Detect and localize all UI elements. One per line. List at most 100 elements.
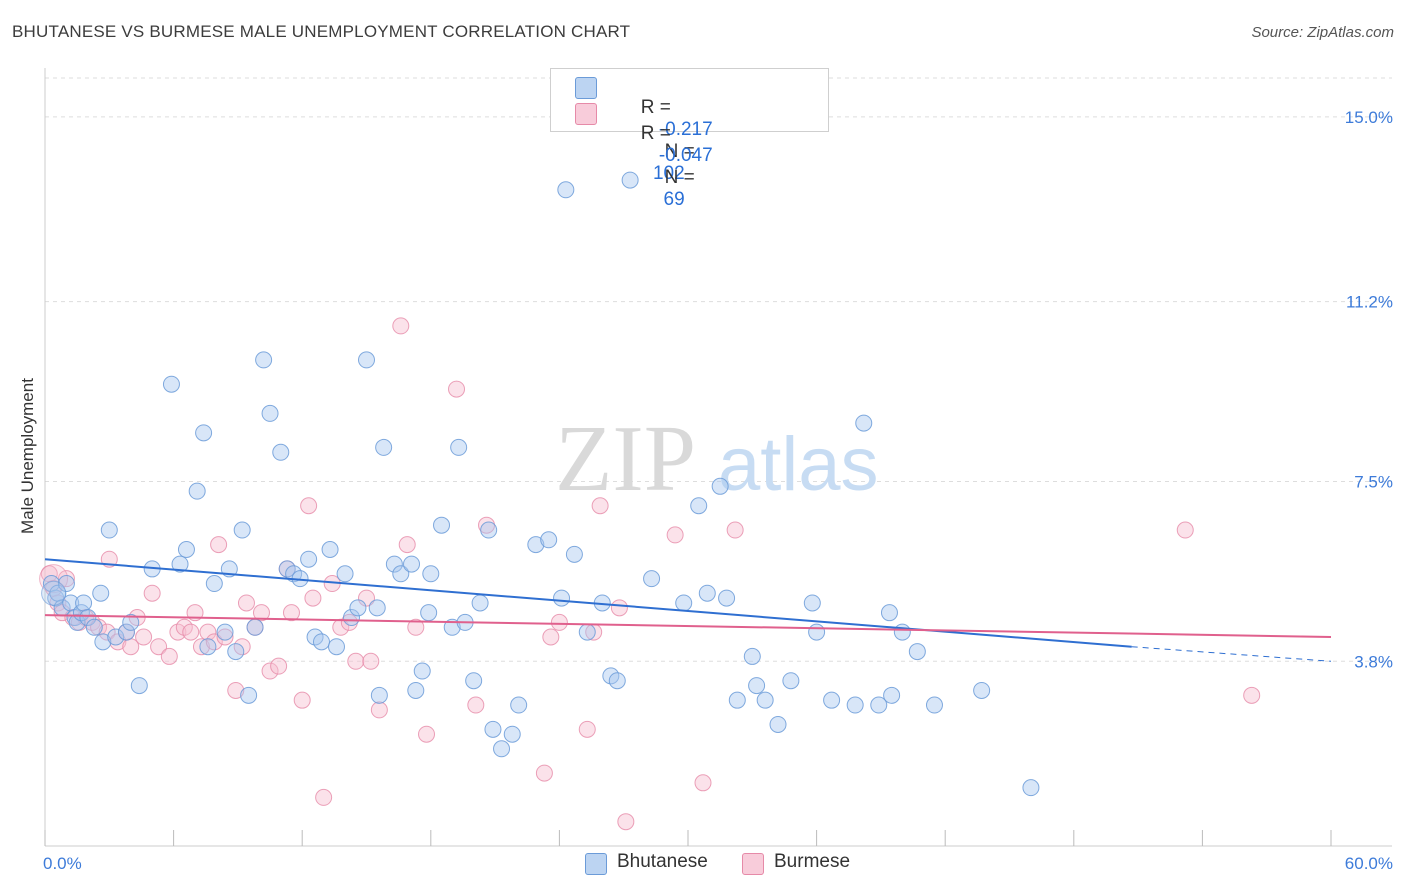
burmese-point bbox=[282, 604, 300, 622]
burmese-point bbox=[407, 618, 425, 636]
y-tick-label: 11.2% bbox=[1346, 293, 1393, 312]
burmese-point bbox=[143, 584, 161, 602]
legend-r-value: -0.047 bbox=[658, 145, 713, 166]
burmese-point bbox=[210, 536, 228, 554]
bhutanese-point bbox=[195, 424, 213, 442]
bhutanese-point bbox=[68, 613, 86, 631]
bhutanese-legend-swatch bbox=[585, 853, 607, 875]
burmese-point bbox=[150, 638, 168, 656]
burmese-point bbox=[535, 764, 553, 782]
x-tick-label: 0.0% bbox=[43, 854, 82, 873]
bhutanese-point bbox=[698, 584, 716, 602]
bhutanese-point bbox=[578, 623, 596, 641]
bhutanese-point bbox=[608, 672, 626, 690]
bhutanese-point bbox=[370, 686, 388, 704]
bhutanese-point bbox=[403, 555, 421, 573]
bhutanese-point bbox=[756, 691, 774, 709]
bhutanese-point bbox=[973, 681, 991, 699]
bhutanese-point bbox=[255, 351, 273, 369]
bhutanese-point bbox=[433, 516, 451, 534]
burmese-point bbox=[237, 594, 255, 612]
y-tick-label: 7.5% bbox=[1354, 472, 1393, 491]
burmese-swatch bbox=[575, 103, 597, 125]
bhutanese-trend-line bbox=[44, 558, 1132, 648]
bhutanese-point bbox=[527, 536, 545, 554]
bhutanese-point bbox=[643, 570, 661, 588]
bhutanese-point bbox=[621, 171, 639, 189]
bhutanese-point bbox=[342, 609, 360, 627]
bhutanese-point bbox=[375, 438, 393, 456]
burmese-point bbox=[160, 647, 178, 665]
burmese-point bbox=[1243, 686, 1261, 704]
burmese-point bbox=[550, 613, 568, 631]
burmese-point bbox=[448, 380, 466, 398]
axes bbox=[44, 68, 1392, 847]
legend-row-bhutanese: R = -0.217 N = 102 bbox=[575, 75, 713, 184]
burmese-point bbox=[252, 604, 270, 622]
burmese-point bbox=[666, 526, 684, 544]
legend-n-label: N = bbox=[664, 167, 695, 188]
burmese-point bbox=[578, 720, 596, 738]
bhutanese-point bbox=[782, 672, 800, 690]
bhutanese-point bbox=[94, 633, 112, 651]
burmese-point bbox=[270, 657, 288, 675]
bhutanese-point bbox=[1022, 779, 1040, 797]
burmese-point bbox=[57, 570, 75, 588]
bhutanese-point bbox=[300, 550, 318, 568]
bhutanese-point bbox=[769, 715, 787, 733]
burmese-point bbox=[216, 628, 234, 646]
bhutanese-cluster-point bbox=[41, 580, 67, 606]
bhutanese-point bbox=[420, 604, 438, 622]
burmese-point bbox=[467, 696, 485, 714]
bhutanese-point bbox=[233, 521, 251, 539]
burmese-point bbox=[1176, 521, 1194, 539]
burmese-point bbox=[227, 681, 245, 699]
burmese-point bbox=[617, 813, 635, 831]
bhutanese-point bbox=[690, 497, 708, 515]
bhutanese-point bbox=[925, 696, 943, 714]
burmese-point bbox=[199, 623, 217, 641]
bhutanese-point bbox=[57, 575, 75, 593]
burmese-point bbox=[726, 521, 744, 539]
legend-row-burmese: R = -0.047 N = 69 bbox=[575, 101, 713, 210]
bhutanese-point bbox=[336, 565, 354, 583]
bhutanese-point bbox=[100, 521, 118, 539]
bhutanese-point bbox=[675, 594, 693, 612]
burmese-point bbox=[53, 604, 71, 622]
bhutanese-point bbox=[823, 691, 841, 709]
bhutanese-point bbox=[855, 414, 873, 432]
bhutanese-point bbox=[85, 618, 103, 636]
burmese-point bbox=[418, 725, 436, 743]
bhutanese-point bbox=[480, 521, 498, 539]
bhutanese-point bbox=[312, 633, 330, 651]
burmese-point bbox=[182, 623, 200, 641]
bhutanese-point bbox=[321, 540, 339, 558]
bhutanese-point bbox=[261, 404, 279, 422]
bhutanese-point bbox=[188, 482, 206, 500]
bhutanese-point bbox=[846, 696, 864, 714]
bhutanese-point bbox=[893, 623, 911, 641]
bhutanese-point bbox=[349, 599, 367, 617]
bhutanese-point bbox=[92, 584, 110, 602]
burmese-point bbox=[610, 599, 628, 617]
legend-n-label: N = bbox=[664, 141, 695, 162]
bhutanese-point bbox=[450, 438, 468, 456]
watermark-atlas: atlas bbox=[718, 422, 879, 507]
bhutanese-point bbox=[503, 725, 521, 743]
burmese-point bbox=[261, 662, 279, 680]
burmese-point bbox=[358, 589, 375, 607]
x-tick-label: 60.0% bbox=[1345, 854, 1393, 873]
legend-n-value: 69 bbox=[663, 189, 685, 210]
bhutanese-point bbox=[484, 720, 502, 738]
bhutanese-point bbox=[205, 575, 223, 593]
correlation-legend: R = -0.217 N = 102 R = -0.047 N = 69 bbox=[550, 68, 829, 210]
bhutanese-point bbox=[216, 623, 234, 641]
bhutanese-swatch bbox=[575, 77, 597, 99]
bhutanese-point bbox=[227, 643, 245, 661]
bhutanese-point bbox=[75, 594, 93, 612]
bhutanese-point bbox=[79, 609, 97, 627]
burmese-point bbox=[362, 652, 380, 670]
bhutanese-point bbox=[471, 594, 489, 612]
burmese-point bbox=[392, 317, 410, 335]
burmese-point bbox=[370, 701, 388, 719]
